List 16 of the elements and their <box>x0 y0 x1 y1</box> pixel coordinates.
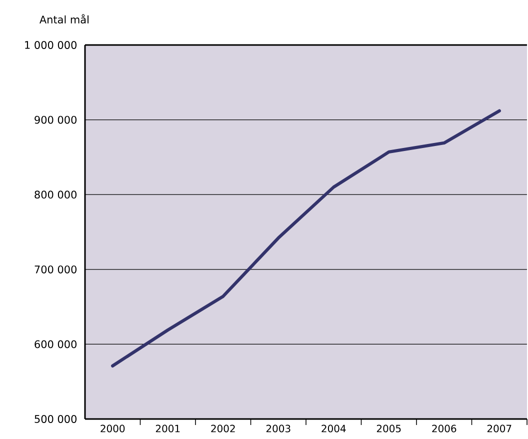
line-series <box>111 109 501 368</box>
x-tick-label: 2006 <box>432 424 456 432</box>
x-tick-label: 2004 <box>322 424 346 432</box>
y-tick-label: 900 000 <box>34 116 77 124</box>
y-tick-label: 700 000 <box>34 265 77 274</box>
x-tick-label: 2005 <box>376 424 401 432</box>
x-tick-label: 2000 <box>100 424 125 432</box>
y-tick-label: 800 000 <box>34 190 77 199</box>
x-tick-label: 2003 <box>266 424 290 432</box>
x-tick-label: 2002 <box>211 424 235 432</box>
y-tick-label: 500 000 <box>34 415 77 423</box>
y-axis-title: Antal mål <box>40 14 88 24</box>
x-tick-label: 2007 <box>487 424 512 432</box>
x-tick-label: 2001 <box>156 424 180 432</box>
y-tick-label: 600 000 <box>34 340 77 348</box>
y-tick-label: 1 000 000 <box>25 41 76 49</box>
